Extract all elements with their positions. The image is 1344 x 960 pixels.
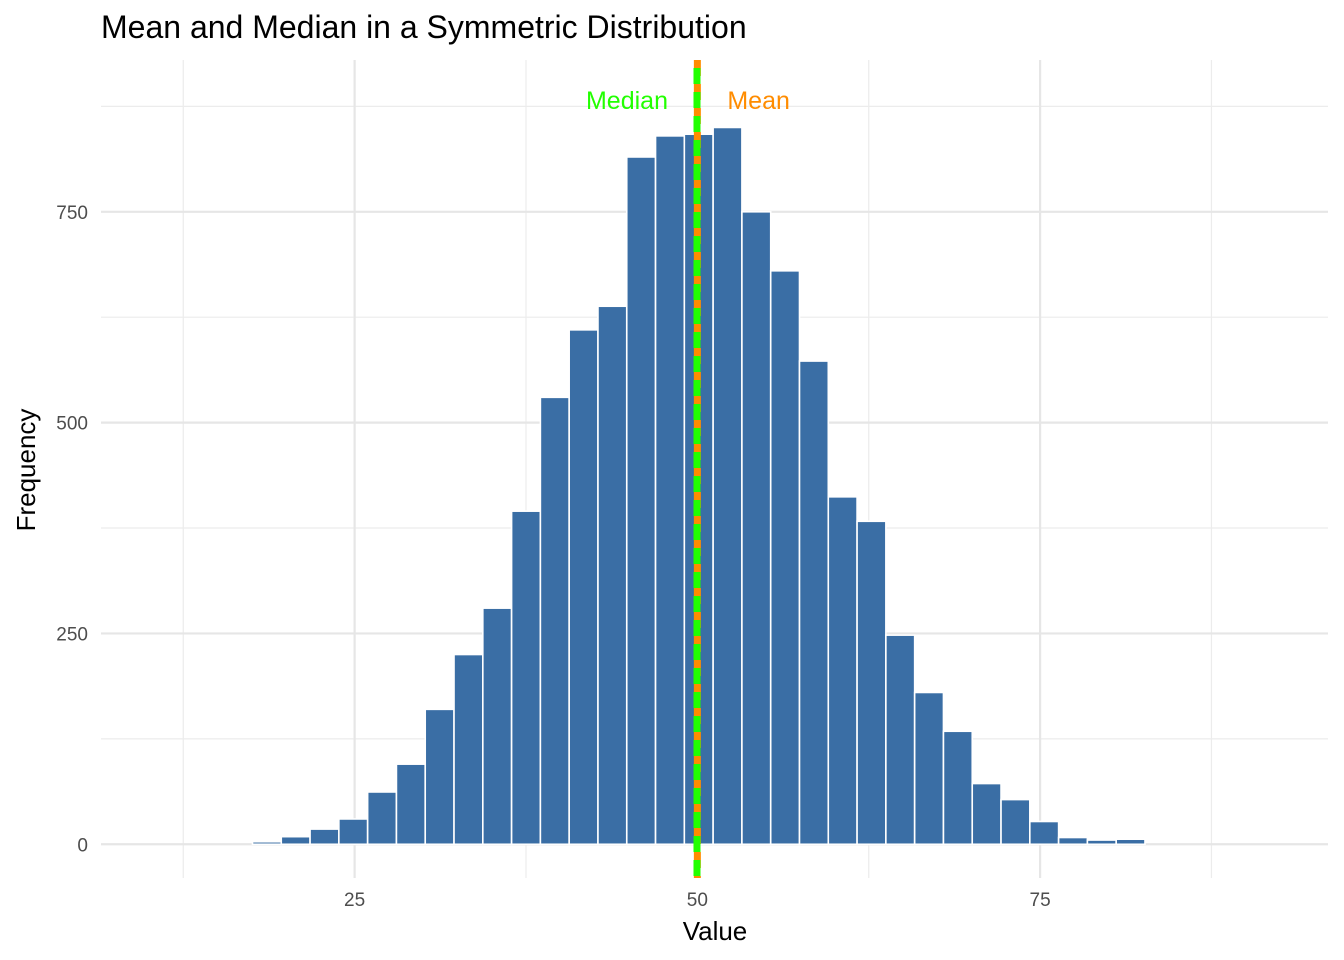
histogram-bar bbox=[1086, 839, 1117, 846]
y-tick-label: 0 bbox=[77, 835, 88, 856]
histogram-bar bbox=[913, 691, 945, 846]
histogram-bar bbox=[510, 510, 542, 846]
histogram-bar bbox=[482, 607, 513, 846]
histogram-bar bbox=[769, 270, 801, 846]
histogram-bar bbox=[568, 329, 599, 846]
histogram-bar bbox=[597, 305, 628, 846]
histogram-bar bbox=[251, 840, 283, 846]
x-axis-ticks: 25 50 75 bbox=[344, 890, 1051, 911]
mean-label: Mean bbox=[727, 87, 790, 115]
y-tick-label: 500 bbox=[56, 414, 88, 435]
histogram-bar bbox=[885, 634, 916, 846]
reference-lines: Mean Median bbox=[586, 60, 790, 878]
histogram-bar bbox=[539, 396, 570, 846]
x-tick-label: 75 bbox=[1030, 890, 1051, 911]
histogram-bar bbox=[625, 156, 657, 846]
histogram-bar bbox=[1057, 836, 1089, 846]
y-axis-title: Frequency bbox=[11, 409, 41, 532]
histogram-bar bbox=[366, 791, 398, 846]
histogram-bar bbox=[942, 730, 974, 846]
histogram-bar bbox=[712, 126, 743, 846]
histogram-bar bbox=[1000, 798, 1031, 846]
histogram-bar bbox=[424, 708, 455, 846]
histogram-bar bbox=[309, 828, 340, 846]
y-axis-ticks: 0 250 500 750 bbox=[56, 203, 88, 856]
histogram-bar bbox=[654, 135, 686, 846]
x-tick-label: 25 bbox=[344, 890, 365, 911]
histogram-bar bbox=[741, 210, 772, 846]
x-tick-label: 50 bbox=[687, 890, 708, 911]
median-label: Median bbox=[586, 87, 668, 115]
histogram-bar bbox=[453, 653, 484, 846]
chart-title: Mean and Median in a Symmetric Distribut… bbox=[101, 9, 747, 45]
histogram-bar bbox=[338, 818, 369, 846]
histogram-bar bbox=[827, 496, 858, 846]
histogram-bar bbox=[1115, 838, 1146, 846]
y-tick-label: 250 bbox=[56, 624, 88, 645]
histogram-bar bbox=[798, 360, 830, 846]
histogram-bar bbox=[971, 782, 1002, 846]
histogram-bar bbox=[280, 835, 311, 846]
histogram-bar bbox=[856, 520, 887, 846]
x-axis-title: Value bbox=[683, 916, 748, 946]
histogram-bar bbox=[395, 763, 427, 846]
y-tick-label: 750 bbox=[56, 203, 88, 224]
histogram-bar bbox=[1029, 820, 1060, 846]
